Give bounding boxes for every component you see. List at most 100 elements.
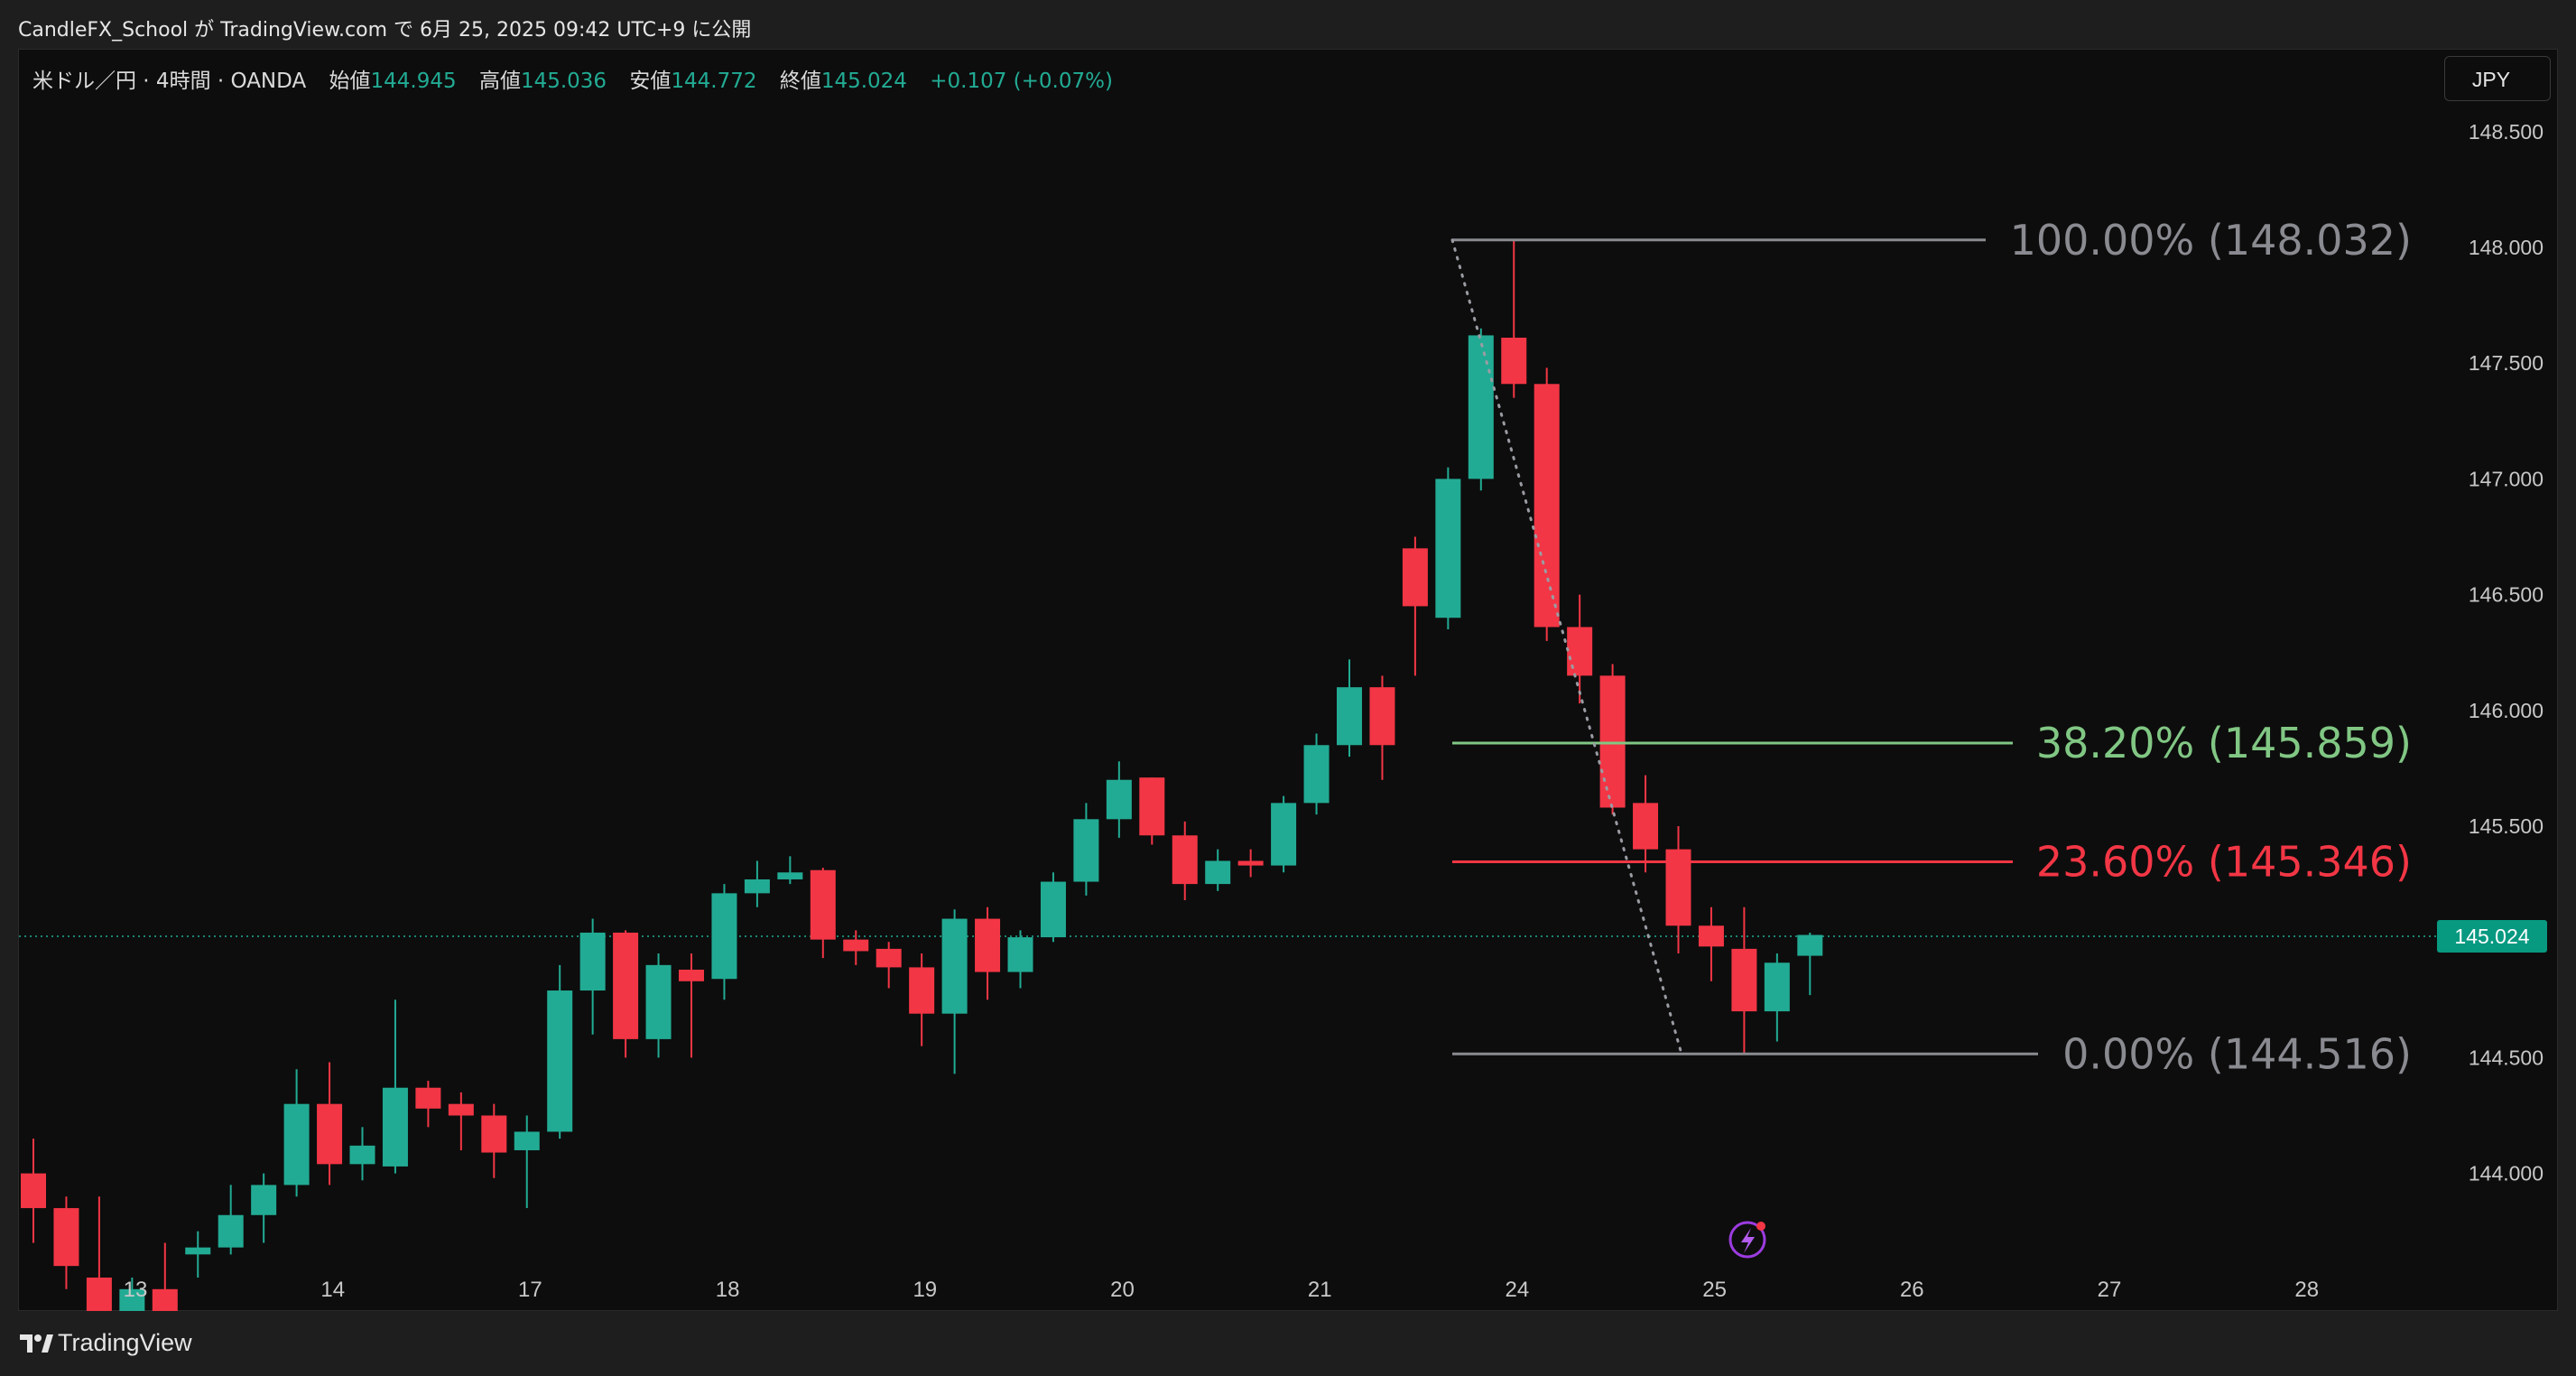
candle xyxy=(1599,664,1626,815)
candle xyxy=(843,930,869,965)
price-axis: 148.500 148.000 147.500 147.000 146.500 146.0… xyxy=(2437,120,2547,1185)
candle xyxy=(1764,953,1790,1042)
candle-body xyxy=(1337,687,1362,746)
high-value: 145.036 xyxy=(520,70,607,93)
candle-body xyxy=(744,879,770,894)
chart-area[interactable] xyxy=(18,49,2558,1311)
time-axis: 13 14 17 18 19 20 21 24 25 26 27 28 xyxy=(124,1278,2319,1302)
candle-body xyxy=(1731,948,1757,1012)
candle-body xyxy=(448,1103,474,1116)
candle xyxy=(21,1139,46,1243)
candle xyxy=(481,1103,507,1178)
footer-brand[interactable]: TradingView xyxy=(58,1329,192,1356)
time-tick: 24 xyxy=(1506,1278,1530,1302)
candle xyxy=(415,1081,441,1128)
candle-body xyxy=(21,1173,46,1209)
candle xyxy=(1040,872,1066,943)
price-tick: 144.500 xyxy=(2469,1046,2544,1069)
price-tick: 148.000 xyxy=(2469,236,2544,259)
candle-body xyxy=(645,964,672,1039)
candle xyxy=(1172,821,1198,901)
candle-body xyxy=(1205,860,1231,885)
flash-icon-ring xyxy=(1728,1221,1766,1259)
candle xyxy=(547,964,573,1139)
time-tick: 28 xyxy=(2294,1278,2319,1302)
candle-body xyxy=(1369,687,1395,746)
candle-body xyxy=(876,948,902,968)
candle-body xyxy=(1764,962,1790,1012)
candle xyxy=(1237,849,1264,878)
candle-body xyxy=(119,1288,145,1313)
time-tick: 21 xyxy=(1308,1278,1332,1302)
change-value: +0.107 (+0.07%) xyxy=(930,70,1113,93)
candle xyxy=(349,1127,375,1181)
candle-body xyxy=(975,918,1001,972)
flash-icon xyxy=(1728,1221,1766,1259)
candle xyxy=(317,1062,343,1185)
candle xyxy=(1139,777,1165,845)
candle-body xyxy=(679,969,704,981)
low-label: 安値 xyxy=(629,70,672,93)
candle xyxy=(185,1231,211,1278)
candle-body xyxy=(218,1214,244,1248)
misc-layer xyxy=(1728,1221,1766,1259)
fibonacci-layer: 100.00% (148.032) 38.20% (145.859) 23.60% … xyxy=(1450,216,2412,1078)
candle-body xyxy=(53,1208,79,1267)
candle xyxy=(1665,826,1691,954)
candle-body xyxy=(1172,835,1198,885)
candle-body xyxy=(1007,937,1033,972)
symbol-legend: 米ドル／円 · 4時間 · OANDA 始値144.945 高値145.036 … xyxy=(32,63,1113,94)
candle xyxy=(251,1173,277,1243)
time-tick: 19 xyxy=(913,1278,937,1302)
candle xyxy=(218,1185,244,1255)
candle-body xyxy=(579,932,606,991)
open-label: 始値 xyxy=(329,70,371,93)
candle xyxy=(579,918,606,1035)
candles-layer xyxy=(21,240,1823,1336)
flash-icon-bolt xyxy=(1741,1228,1755,1253)
currency-button[interactable]: JPY xyxy=(2444,56,2551,101)
candle xyxy=(1797,932,1823,996)
candle xyxy=(1007,930,1033,989)
candle xyxy=(941,909,968,1074)
candle xyxy=(1567,594,1593,704)
last-price-label: 145.024 xyxy=(2454,925,2529,948)
price-tick: 147.500 xyxy=(2469,351,2544,375)
fib-trend-line xyxy=(1450,238,1683,1055)
candle-body xyxy=(382,1087,408,1167)
candle-body xyxy=(1303,745,1330,804)
price-tick: 146.500 xyxy=(2469,583,2544,607)
candle-body xyxy=(185,1247,211,1255)
candle-body xyxy=(1534,384,1560,628)
candle xyxy=(876,942,902,989)
candle xyxy=(744,860,770,907)
candle xyxy=(1435,467,1461,630)
fib-level-label: 38.20% (145.859) xyxy=(2036,719,2412,767)
published-info: CandleFX_School が TradingView.com で 6月 2… xyxy=(18,19,752,42)
candle xyxy=(1271,795,1297,873)
tradingview-logo-icon[interactable] xyxy=(18,1331,54,1356)
candle-body xyxy=(1271,803,1297,866)
candle xyxy=(777,856,803,885)
candle-body xyxy=(810,869,836,940)
time-tick: 14 xyxy=(320,1278,345,1302)
footer: TradingView xyxy=(0,1311,2576,1376)
time-tick: 13 xyxy=(124,1278,148,1302)
candle xyxy=(1337,659,1362,758)
candle-body xyxy=(415,1087,441,1109)
candle-body xyxy=(909,967,935,1014)
candle xyxy=(679,953,704,1058)
candle xyxy=(1698,906,1724,981)
candle-body xyxy=(1468,335,1494,479)
candle-body xyxy=(1073,819,1099,882)
candle-body xyxy=(547,990,573,1132)
candle xyxy=(975,906,1001,1000)
high-label: 高値 xyxy=(478,70,521,93)
candle xyxy=(514,1115,540,1209)
candle-body xyxy=(349,1145,375,1165)
price-tick: 144.000 xyxy=(2469,1162,2544,1185)
candle xyxy=(1369,675,1395,780)
fib-level-label: 100.00% (148.032) xyxy=(2010,216,2412,265)
time-tick: 20 xyxy=(1110,1278,1135,1302)
